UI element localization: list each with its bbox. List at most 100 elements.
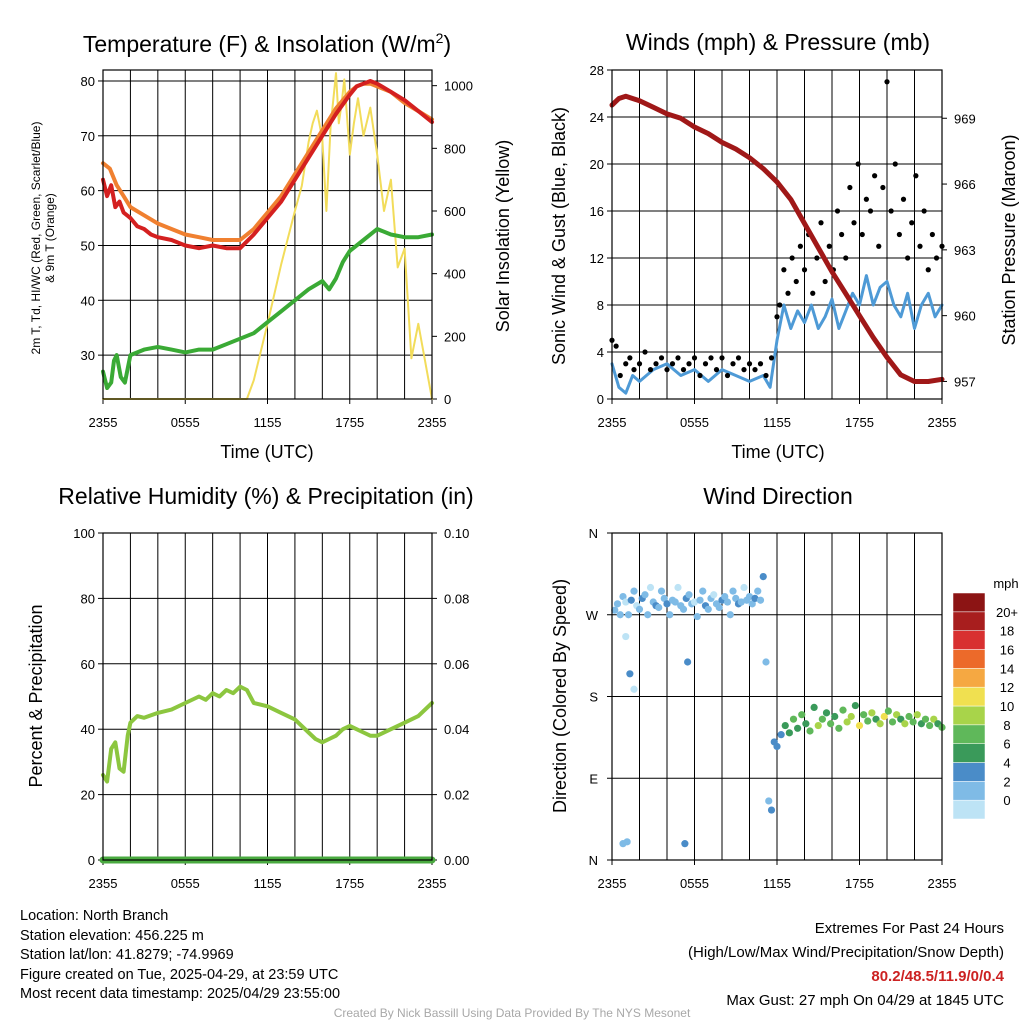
y-tick-label: 0 — [597, 392, 604, 407]
plot-border — [102, 69, 433, 400]
temperature-title: Temperature (F) & Insolation (W/m2) — [83, 30, 451, 57]
direction-point — [619, 592, 627, 601]
direction-point — [756, 596, 765, 604]
gust-point — [801, 267, 808, 273]
gust-point — [675, 355, 681, 361]
gust-point — [686, 361, 692, 367]
y2-tick-label: 200 — [444, 329, 466, 344]
direction-point — [827, 720, 835, 728]
gust-point — [719, 355, 725, 361]
temperature-xlabel: Time (UTC) — [220, 442, 313, 462]
plot-border — [611, 69, 943, 400]
station-location: Location: North Branch — [20, 908, 169, 924]
direction-point — [785, 729, 793, 737]
colorbar-swatch — [952, 611, 986, 631]
gust-point — [843, 255, 849, 261]
gust-point — [757, 361, 764, 367]
direction-point — [622, 598, 630, 606]
y-tick-label: 30 — [81, 348, 95, 363]
direction-point — [732, 594, 740, 603]
gust-point — [933, 255, 940, 261]
colorbar-swatch — [952, 762, 986, 782]
direction-point — [616, 611, 624, 619]
gust-point — [658, 355, 665, 361]
y-tick-label: 0 — [88, 853, 95, 868]
gust-point — [921, 208, 927, 214]
gust-point — [669, 361, 676, 367]
wind-ylabel-right: Station Pressure (Maroon) — [999, 134, 1019, 345]
gust-point — [859, 231, 865, 238]
gust-point — [826, 243, 832, 249]
gust-point — [880, 184, 886, 191]
direction-point — [913, 711, 921, 719]
direction-point — [657, 587, 666, 595]
direction-point — [810, 703, 818, 712]
gust-point — [746, 361, 753, 367]
gust-point — [785, 290, 791, 296]
x-tick-label: 0555 — [171, 876, 200, 891]
direction-point — [876, 720, 884, 728]
dewpoint-line — [101, 227, 434, 390]
y2-tick-label: 0.10 — [444, 526, 469, 541]
gust-point — [724, 372, 731, 379]
y-tick-label: N — [589, 853, 598, 868]
x-tick-label: 1155 — [763, 415, 791, 430]
direction-point — [806, 727, 814, 735]
direction-point — [613, 600, 622, 608]
gust-point — [781, 267, 787, 273]
extremes-subtitle: (High/Low/Max Wind/Precipitation/Snow De… — [688, 944, 1004, 961]
y2-tick-label: 960 — [954, 309, 976, 324]
colorbar-swatch — [952, 668, 986, 688]
gust-point — [774, 314, 780, 320]
y2-tick-label: 966 — [954, 177, 976, 192]
gust-point — [839, 231, 845, 238]
y-tick-label: 16 — [590, 204, 604, 219]
y2-tick-label: 957 — [954, 374, 976, 389]
y-tick-label: 28 — [590, 63, 604, 78]
colorbar-swatch — [952, 743, 986, 763]
x-tick-label: 1755 — [845, 415, 874, 430]
wind-panel: Winds (mph) & Pressure (mb) Sonic Wind &… — [549, 29, 1019, 462]
colorbar-swatch — [952, 686, 986, 707]
colorbar-label: 10 — [1000, 699, 1014, 714]
x-tick-label: 2355 — [928, 876, 957, 891]
gust-point — [735, 355, 742, 361]
gust-point — [814, 255, 820, 261]
x-tick-label: 1755 — [335, 415, 364, 430]
direction-point — [623, 838, 631, 846]
y-tick-label: E — [589, 771, 598, 786]
direction-point — [921, 715, 930, 723]
direction-point — [723, 598, 732, 606]
gust-point — [888, 208, 894, 214]
y-tick-label: 24 — [590, 110, 604, 125]
x-tick-label: 2355 — [418, 415, 447, 430]
gust-point — [847, 184, 853, 191]
gust-point — [892, 161, 898, 167]
y-tick-label: 20 — [590, 157, 604, 172]
colorbar-label: 6 — [1003, 737, 1010, 752]
y-tick-label: 50 — [81, 238, 95, 253]
direction-point — [860, 711, 868, 719]
temperature-panel: Temperature (F) & Insolation (W/m2) 2m T… — [29, 30, 513, 462]
x-tick-label: 2355 — [89, 415, 118, 430]
direction-point — [767, 806, 776, 814]
credit-line: Created By Nick Bassill Using Data Provi… — [333, 1006, 691, 1020]
direction-point — [794, 724, 802, 732]
colorbar-label: 8 — [1003, 718, 1010, 733]
direction-point — [751, 594, 759, 603]
gust-point — [917, 243, 923, 249]
direction-point — [729, 587, 737, 595]
gust-point — [900, 196, 907, 202]
gust-point — [863, 196, 869, 202]
gust-point — [768, 355, 775, 361]
direction-point — [674, 583, 682, 592]
gust-point — [713, 367, 720, 373]
figure-created: Figure created on Tue, 2025-04-29, at 23… — [20, 966, 339, 983]
pressure-line — [609, 93, 945, 384]
temperature-ylabel-right: Solar Insolation (Yellow) — [493, 140, 513, 332]
direction-point — [839, 706, 847, 714]
station-elevation: Station elevation: 456.225 m — [20, 927, 204, 944]
gust-point — [642, 349, 648, 355]
y-tick-label: N — [589, 526, 598, 541]
direction-point — [704, 605, 712, 613]
